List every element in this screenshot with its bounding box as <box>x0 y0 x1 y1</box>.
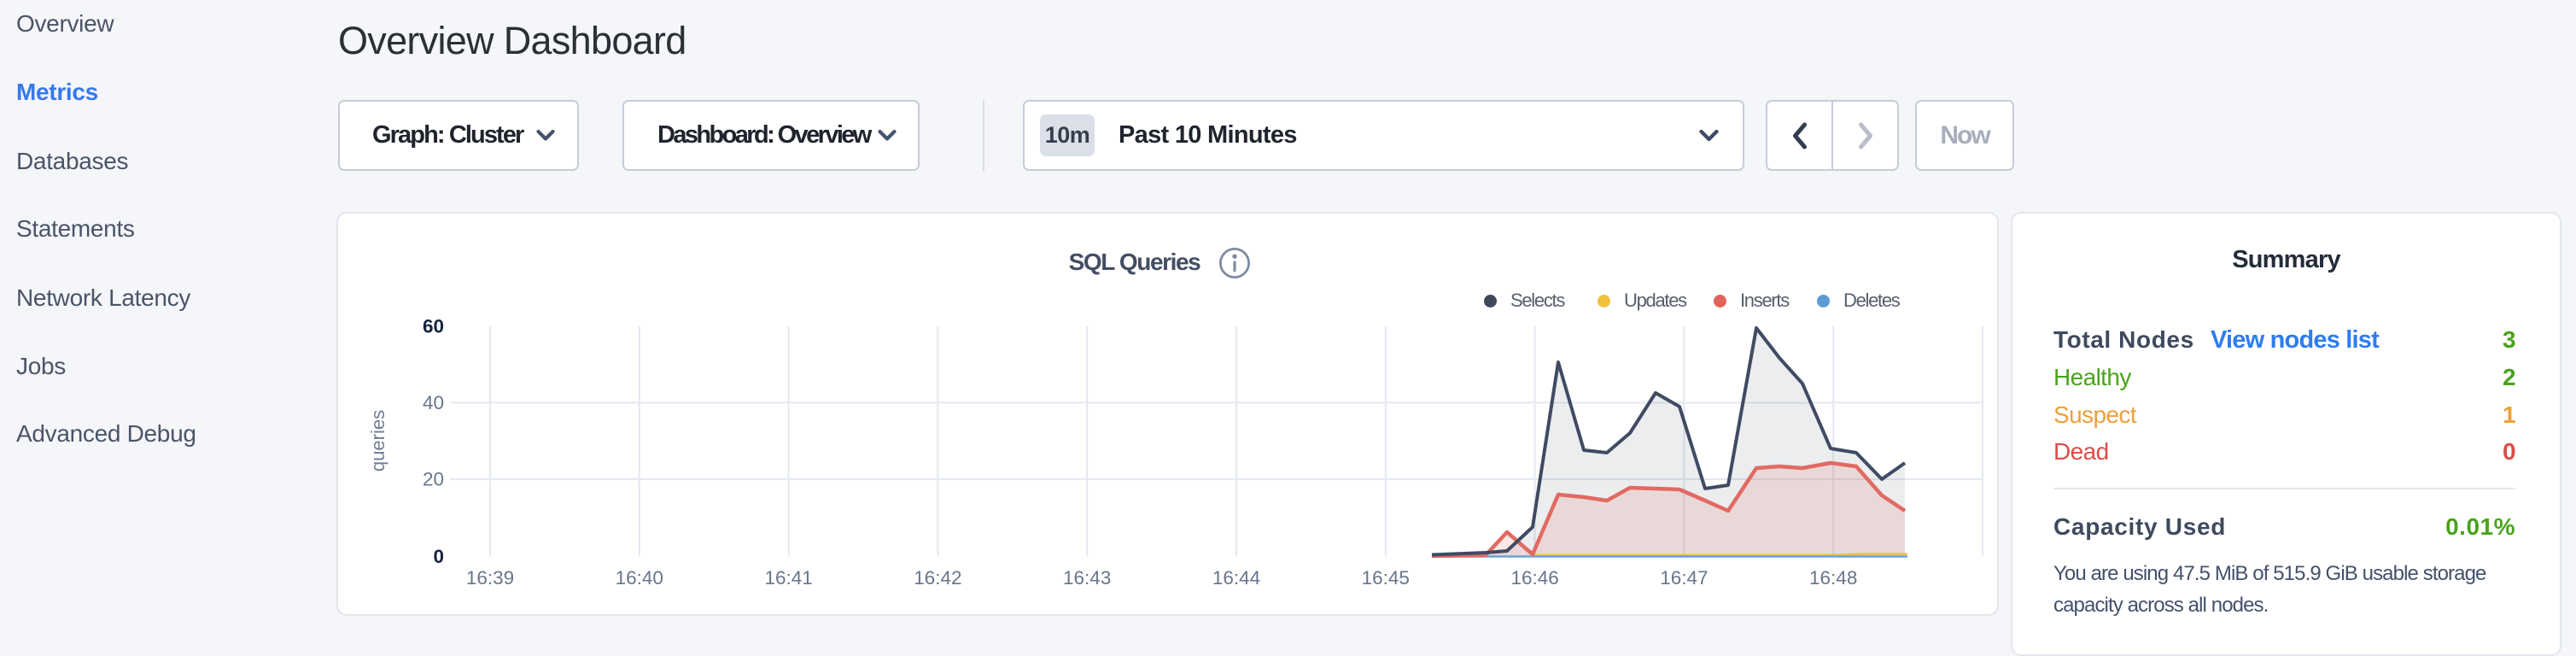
svg-text:16:40: 16:40 <box>616 567 663 589</box>
svg-text:16:47: 16:47 <box>1660 567 1708 589</box>
svg-text:16:44: 16:44 <box>1212 567 1260 589</box>
svg-text:16:48: 16:48 <box>1809 567 1857 589</box>
svg-text:40: 40 <box>423 392 444 413</box>
svg-text:0: 0 <box>433 546 444 567</box>
svg-text:16:39: 16:39 <box>466 567 514 589</box>
svg-text:16:45: 16:45 <box>1362 567 1410 589</box>
svg-text:16:43: 16:43 <box>1063 567 1111 589</box>
svg-text:16:42: 16:42 <box>914 567 961 589</box>
svg-text:queries: queries <box>367 410 388 472</box>
svg-text:16:46: 16:46 <box>1510 567 1558 589</box>
svg-text:16:41: 16:41 <box>764 567 812 589</box>
svg-text:60: 60 <box>423 316 444 337</box>
svg-text:20: 20 <box>423 469 444 490</box>
